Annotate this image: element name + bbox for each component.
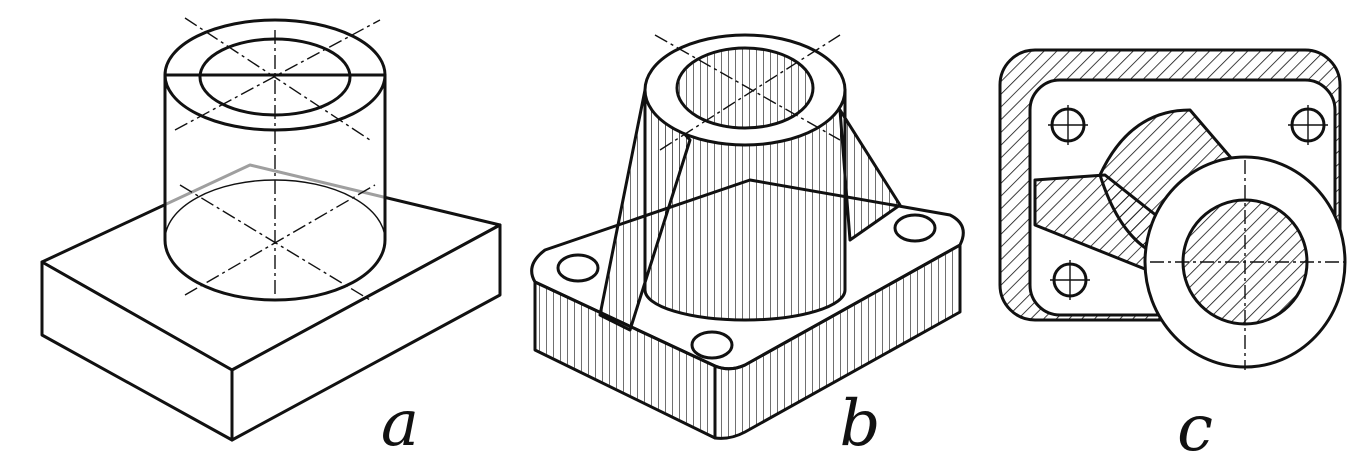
figure-label: c bbox=[1177, 392, 1213, 462]
bolt-hole bbox=[893, 213, 937, 243]
bolt-hole bbox=[556, 253, 600, 283]
center-line bbox=[184, 17, 371, 141]
figure-b: b bbox=[530, 33, 965, 461]
base-side bbox=[713, 243, 962, 440]
hole-centers bbox=[1048, 105, 1328, 300]
center-line bbox=[184, 184, 376, 296]
boss-body bbox=[643, 88, 847, 322]
figure-a: a bbox=[40, 17, 502, 461]
figure-label: a bbox=[381, 387, 419, 461]
figure-c: c bbox=[998, 48, 1347, 462]
base-side bbox=[230, 223, 502, 442]
center-line bbox=[174, 19, 381, 131]
boss-hole bbox=[675, 46, 815, 130]
figure-label: b bbox=[840, 387, 881, 461]
bolt-hole bbox=[690, 330, 734, 360]
center-line bbox=[654, 34, 841, 141]
center-line bbox=[659, 34, 841, 151]
